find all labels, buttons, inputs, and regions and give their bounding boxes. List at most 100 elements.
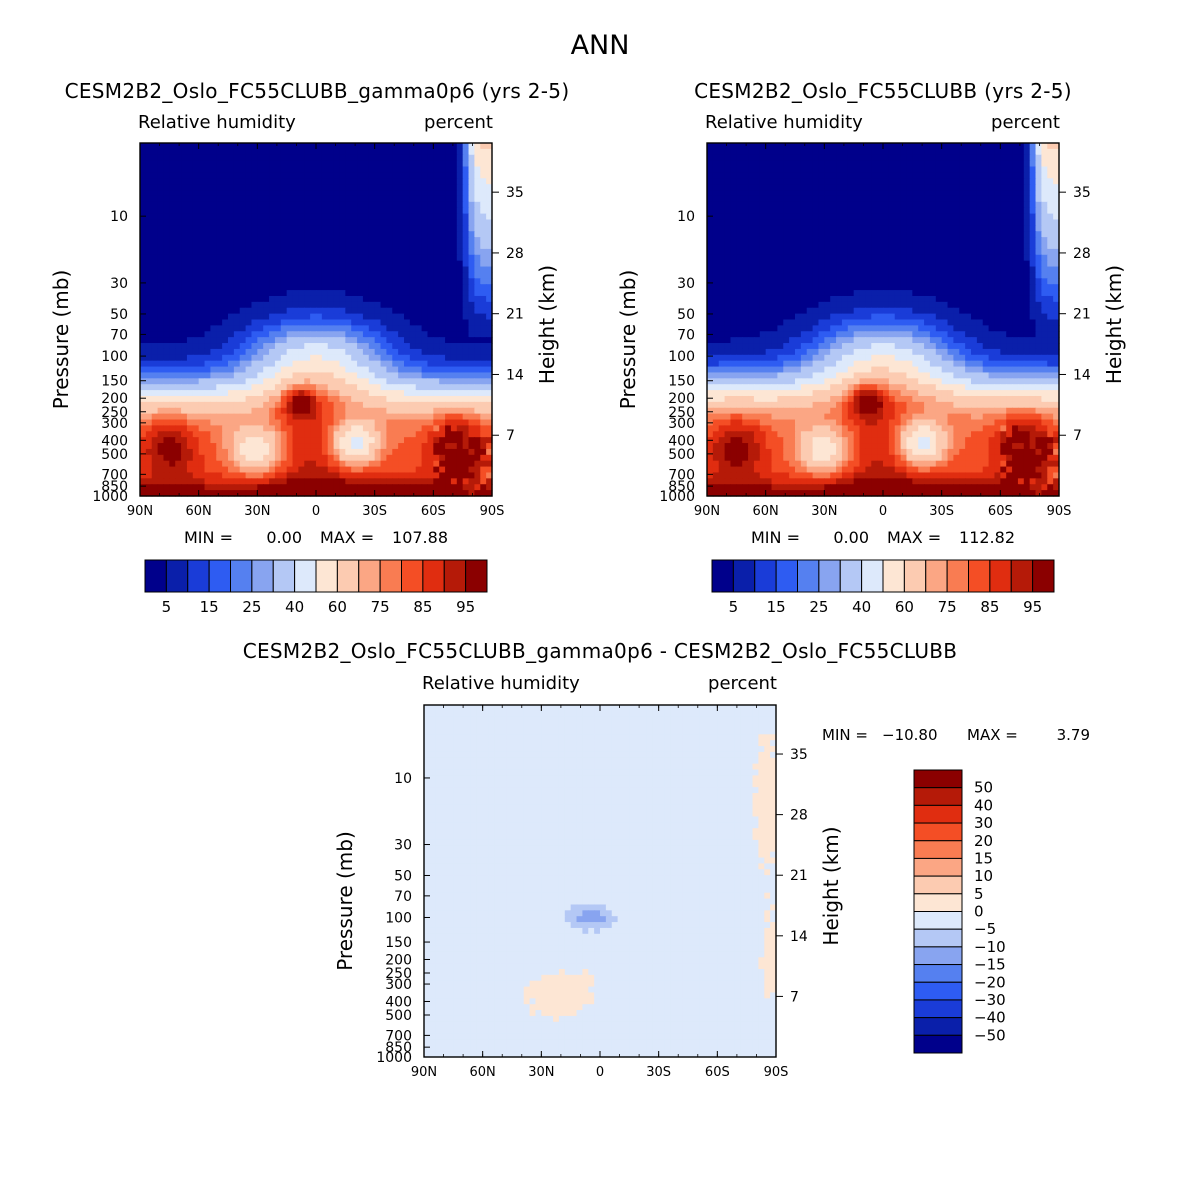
colorbar-swatch — [465, 559, 488, 593]
max-label: MAX = — [887, 528, 941, 547]
colorbar-swatch — [913, 787, 963, 806]
subtitle-left: Relative humidity — [422, 673, 580, 694]
colorbar-swatch — [861, 559, 884, 593]
colorbar: 5 15 25 40 60 75 85 95 — [711, 559, 1055, 616]
colorbar: 5 15 25 40 60 75 85 95 — [144, 559, 488, 616]
colorbar-swatch — [913, 911, 963, 930]
min-label: MIN = — [184, 528, 233, 547]
y-tick-label: 300 — [385, 977, 412, 993]
colorbar-swatch — [711, 559, 734, 593]
min-label: MIN = — [822, 726, 868, 744]
colorbar-swatch — [187, 559, 210, 593]
x-tick-label: 30N — [244, 504, 270, 519]
contour-field — [707, 143, 1060, 497]
y-tick-label: 500 — [385, 1008, 412, 1024]
height-tick-label: 7 — [506, 428, 515, 444]
y-tick-label: 400 — [101, 433, 128, 449]
colorbar-swatch — [401, 559, 424, 593]
panel-control: CESM2B2_Oslo_FC55CLUBB (yrs 2-5) Relative… — [616, 79, 1126, 616]
x-tick-label: 60S — [988, 504, 1013, 519]
max-value: 107.88 — [392, 528, 448, 547]
y-tick-label: 150 — [668, 374, 695, 390]
y-axis-label: Pressure (mb) — [49, 270, 73, 410]
colorbar-swatch — [422, 559, 445, 593]
y-tick-label: 200 — [385, 952, 412, 968]
y-tick-label: 500 — [101, 447, 128, 463]
colorbar-label: −30 — [974, 991, 1006, 1009]
height-tick-label: 28 — [506, 246, 524, 262]
contour-field — [140, 143, 493, 497]
min-max-summary: MIN = −10.80 MAX = 3.79 — [822, 726, 1090, 744]
x-tick-label: 60N — [470, 1065, 496, 1080]
min-value: 0.00 — [833, 528, 869, 547]
x-tick-label: 90S — [764, 1065, 789, 1080]
colorbar-label: 40 — [852, 598, 871, 616]
figure-title: ANN — [571, 30, 630, 61]
height-tick-label: 35 — [790, 747, 808, 763]
x-tick-label: 90S — [1047, 504, 1072, 519]
x-tick-label: 60S — [705, 1065, 730, 1080]
min-value: −10.80 — [882, 726, 938, 744]
y-tick-label: 400 — [385, 994, 412, 1010]
x-tick-label: 30S — [646, 1065, 671, 1080]
y-axis-right-label: Height (km) — [535, 265, 559, 384]
y-axis-right: 7 14 21 28 35 — [776, 747, 808, 1005]
min-label: MIN = — [751, 528, 800, 547]
colorbar-label: −15 — [974, 956, 1006, 974]
height-tick-label: 21 — [506, 307, 524, 323]
colorbar-swatch — [839, 559, 863, 593]
colorbar-swatch — [144, 559, 167, 593]
colorbar-label: −5 — [974, 920, 996, 938]
y-tick-label: 50 — [677, 307, 695, 323]
colorbar-label: 60 — [895, 598, 914, 616]
subtitle-right: percent — [708, 673, 777, 694]
height-tick-label: 21 — [790, 868, 808, 884]
y-tick-label: 850 — [101, 479, 128, 495]
colorbar-swatch — [913, 857, 963, 877]
panel-title: CESM2B2_Oslo_FC55CLUBB_gamma0p6 (yrs 2-5… — [65, 79, 570, 103]
height-tick-label: 7 — [790, 989, 799, 1005]
y-axis-right: 7 14 21 28 35 — [1059, 185, 1091, 444]
y-tick-label: 30 — [394, 838, 412, 854]
y-tick-label: 200 — [101, 391, 128, 407]
colorbar-label: 15 — [767, 598, 786, 616]
x-tick-label: 60N — [186, 504, 212, 519]
subtitle-left: Relative humidity — [138, 112, 296, 133]
x-tick-label: 30N — [811, 504, 837, 519]
panel-title: CESM2B2_Oslo_FC55CLUBB_gamma0p6 - CESM2B… — [243, 639, 958, 663]
colorbar-swatch — [754, 559, 777, 593]
colorbar-swatch — [913, 964, 963, 983]
x-axis: 90N 60N 30N 0 30S 60S 90S — [411, 705, 789, 1080]
y-axis-label: Pressure (mb) — [616, 270, 640, 410]
colorbar-swatch — [882, 559, 905, 593]
colorbar-swatch — [1010, 559, 1034, 593]
colorbar-label: −40 — [974, 1009, 1006, 1027]
colorbar-swatch — [913, 840, 963, 859]
max-value: 3.79 — [1057, 726, 1090, 744]
subtitle-right: percent — [424, 112, 493, 133]
colorbar-swatch — [315, 559, 338, 593]
colorbar-swatch — [913, 769, 963, 789]
colorbar-label: 50 — [974, 779, 993, 797]
colorbar-label: 5 — [162, 598, 172, 616]
colorbar-swatch — [165, 559, 189, 593]
y-tick-label: 700 — [668, 467, 695, 483]
colorbar-swatch — [946, 559, 969, 593]
y-tick-label: 150 — [101, 374, 128, 390]
y-tick-label: 100 — [101, 349, 128, 365]
colorbar-swatch — [797, 559, 820, 593]
colorbar-swatch — [925, 559, 948, 593]
y-tick-label: 100 — [385, 910, 412, 926]
x-tick-label: 90S — [480, 504, 505, 519]
x-tick-label: 90N — [694, 504, 720, 519]
contour-field — [424, 705, 777, 1058]
colorbar-swatch — [818, 559, 841, 593]
y-tick-label: 30 — [677, 276, 695, 292]
y-tick-label: 50 — [110, 307, 128, 323]
y-axis-right: 7 14 21 28 35 — [492, 185, 524, 444]
colorbar-swatch — [903, 559, 927, 593]
panels: CESM2B2_Oslo_FC55CLUBB_gamma0p6 (yrs 2-5… — [49, 79, 1126, 1080]
y-tick-label: 250 — [668, 405, 695, 421]
panel-title: CESM2B2_Oslo_FC55CLUBB (yrs 2-5) — [694, 79, 1072, 103]
